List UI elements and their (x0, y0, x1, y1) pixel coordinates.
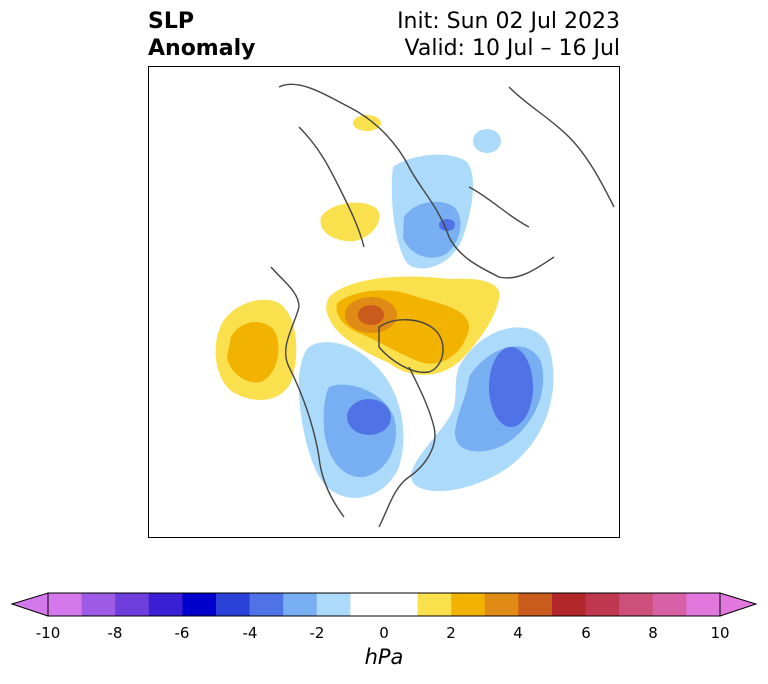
colorbar-low-extend (10, 592, 49, 617)
map-panel (148, 66, 620, 538)
map-title: SLP Anomaly (148, 8, 255, 62)
colorbar-segment (48, 593, 83, 616)
colorbar-segments (47, 592, 721, 617)
tick-label: -10 (35, 624, 61, 642)
init-label: Init: Sun 02 Jul 2023 (397, 9, 620, 34)
colorbar-segment (283, 593, 318, 616)
tick-label: -2 (309, 624, 325, 642)
anomaly-north-america-low (298, 342, 404, 498)
anomaly-east-siberia (353, 115, 381, 131)
colorbar-segment (182, 593, 217, 616)
colorbar-segment (115, 593, 150, 616)
tick-label: -6 (174, 624, 190, 642)
colorbar-segment (552, 593, 587, 616)
tick-label: -8 (107, 624, 123, 642)
colorbar-segment (518, 593, 553, 616)
tick-label: 4 (513, 624, 523, 642)
anomaly-scandinavia-low (391, 129, 501, 269)
colorbar-segment (316, 593, 351, 616)
colorbar-segment (451, 593, 486, 616)
colorbar-segment (585, 593, 620, 616)
tick-label: -4 (242, 624, 258, 642)
anomaly-atlantic-low (411, 327, 554, 492)
colorbar-segment (350, 593, 419, 616)
anomaly-map (215, 83, 615, 528)
anomaly-arctic-high (326, 276, 500, 375)
colorbar-segment (652, 593, 687, 616)
colorbar-segment (417, 593, 452, 616)
valid-label: Valid: 10 Jul – 16 Jul (404, 36, 620, 61)
colorbar (10, 592, 758, 617)
tick-label: 2 (446, 624, 456, 642)
colorbar-high-extend (719, 592, 758, 617)
tick-label: 6 (581, 624, 591, 642)
colorbar-unit: hPa (364, 645, 404, 669)
colorbar-segment (148, 593, 183, 616)
coastlines (270, 83, 615, 528)
anomaly-alaska-high (215, 299, 297, 400)
colorbar-segment (249, 593, 284, 616)
colorbar-segment (686, 593, 721, 616)
run-info: Init: Sun 02 Jul 2023 Valid: 10 Jul – 16… (397, 8, 620, 62)
tick-label: 8 (648, 624, 658, 642)
anomaly-west-siberia-high (320, 202, 380, 242)
colorbar-segment (484, 593, 519, 616)
colorbar-segment (216, 593, 251, 616)
colorbar-segment (619, 593, 654, 616)
colorbar-segment (81, 593, 116, 616)
tick-label: 0 (379, 624, 389, 642)
title-line-2: Anomaly (148, 36, 256, 61)
title-line-1: SLP (148, 9, 194, 34)
tick-label: 10 (710, 624, 730, 642)
